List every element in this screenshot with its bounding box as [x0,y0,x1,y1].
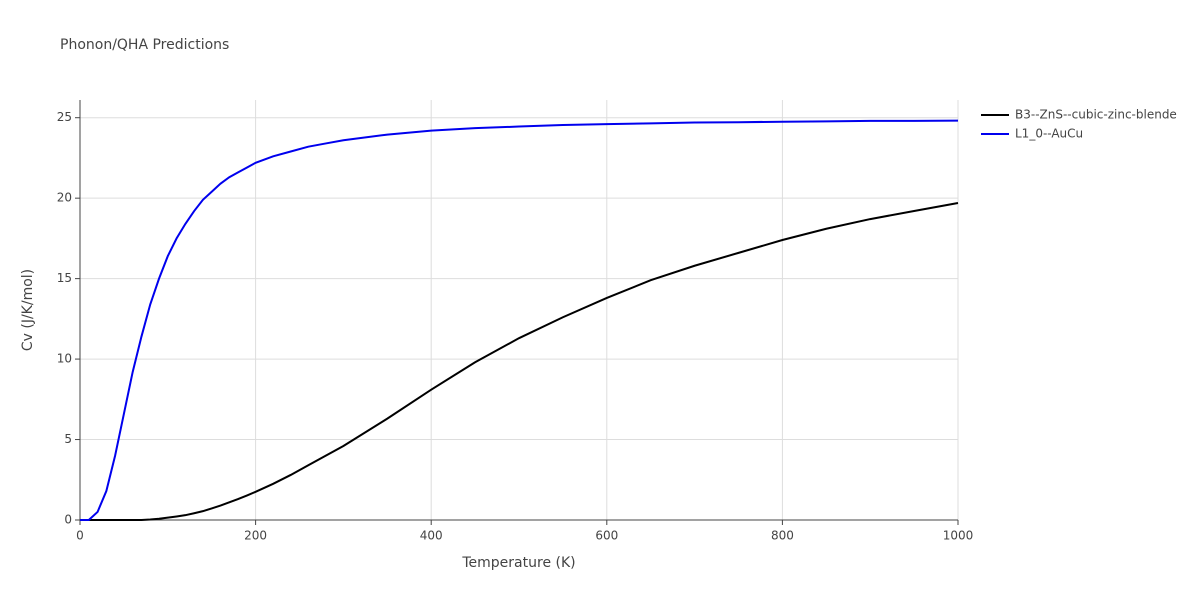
series-line [80,119,959,521]
y-tick-label: 25 [57,110,72,124]
legend-label: L1_0--AuCu [1015,127,1083,141]
series-line [80,202,959,521]
x-tick-label: 400 [420,529,443,543]
chart-title: Phonon/QHA Predictions [60,37,229,53]
y-tick-label: 10 [57,352,72,366]
y-tick-label: 5 [64,432,72,446]
x-tick-label: 0 [76,529,84,543]
y-tick-label: 15 [57,271,72,285]
legend-label: B3--ZnS--cubic-zinc-blende [1015,108,1177,122]
y-tick-label: 20 [57,191,72,205]
x-axis-title: Temperature (K) [461,555,575,571]
x-tick-label: 1000 [943,529,974,543]
y-axis-title: Cv (J/K/mol) [20,269,36,351]
x-tick-label: 800 [771,529,794,543]
y-tick-label: 0 [64,513,72,527]
x-tick-label: 200 [244,529,267,543]
x-tick-label: 600 [595,529,618,543]
